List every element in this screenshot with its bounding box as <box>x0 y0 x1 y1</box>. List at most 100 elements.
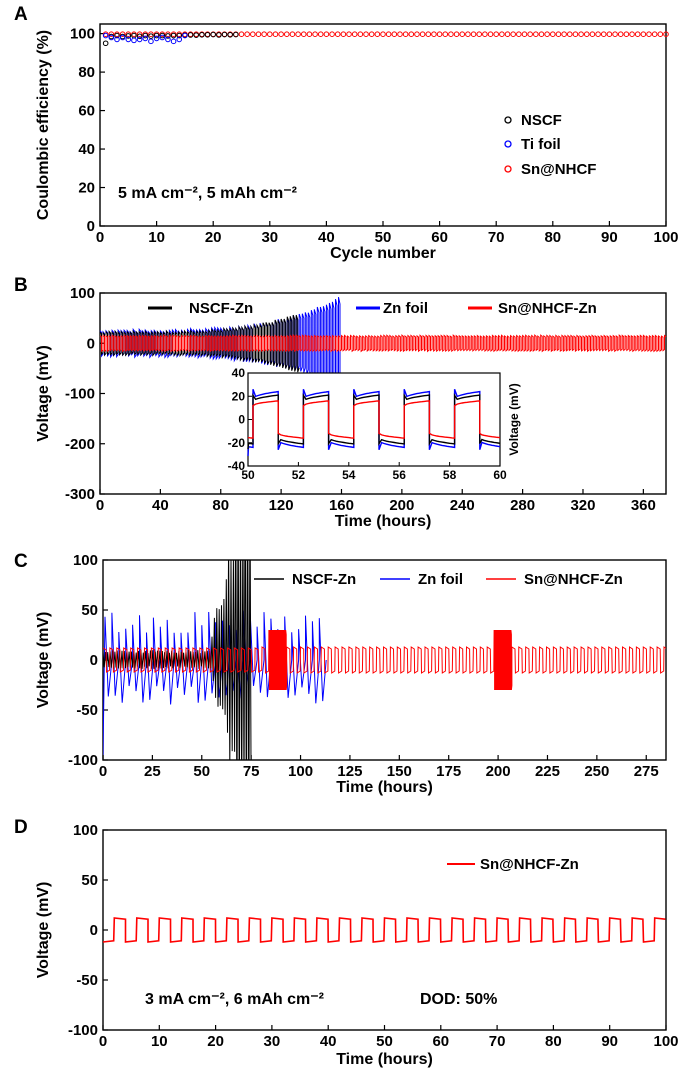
x-tick-label: 225 <box>535 763 560 780</box>
x-tick-label: 150 <box>387 763 412 780</box>
data-point-nscf <box>102 40 109 47</box>
panel-letter: A <box>14 4 28 25</box>
y-tick-label: 0 <box>90 922 98 939</box>
data-point-sn-nhcf <box>583 31 590 37</box>
inset-y-tick-label: -20 <box>228 436 246 450</box>
data-point-sn-nhcf <box>544 31 550 37</box>
y-tick-label: 100 <box>70 285 95 302</box>
legend-marker <box>504 165 512 173</box>
x-tick-label: 70 <box>489 1033 506 1050</box>
panel-letter: B <box>14 275 28 296</box>
data-point-sn-nhcf <box>493 31 500 37</box>
data-point-ti-foil <box>153 35 160 42</box>
x-tick-label: 80 <box>544 229 561 246</box>
data-point-sn-nhcf <box>312 31 318 37</box>
data-point-sn-nhcf <box>255 31 262 37</box>
legend-label: Sn@NHCF-Zn <box>480 856 579 873</box>
data-point-nscf <box>176 32 183 39</box>
y-tick-label: 0 <box>90 652 98 669</box>
y-tick-label: -200 <box>65 436 95 453</box>
legend-label: Sn@NHCF-Zn <box>498 300 597 317</box>
data-point-sn-nhcf <box>414 31 420 37</box>
data-point-sn-nhcf <box>646 31 652 37</box>
data-point-ti-foil <box>142 35 149 42</box>
x-tick-label: 40 <box>318 229 335 246</box>
legend-label: Sn@NHCF-Zn <box>524 571 623 588</box>
x-axis-label: Time (hours) <box>336 1051 433 1068</box>
data-point-sn-nhcf <box>125 31 132 37</box>
x-tick-label: 100 <box>653 229 678 246</box>
y-tick-label: 40 <box>78 141 95 158</box>
data-point-nscf <box>187 32 194 38</box>
data-point-sn-nhcf <box>617 31 624 37</box>
y-tick-label: 50 <box>81 602 98 619</box>
y-tick-label: 100 <box>73 822 98 839</box>
inset-x-tick-label: 50 <box>241 468 255 482</box>
data-point-sn-nhcf <box>317 31 324 37</box>
data-point-nscf <box>142 32 149 39</box>
sn-nhcf-zn-trace <box>99 334 667 353</box>
data-point-nscf <box>199 31 205 38</box>
data-point-sn-nhcf <box>612 31 618 37</box>
x-tick-label: 50 <box>376 1033 393 1050</box>
panel-b: B0 40 80 120 160 200 240 280 320 360-300-200-1000… <box>14 275 667 530</box>
inset-x-tick-label: 56 <box>393 468 407 482</box>
x-tick-label: 10 <box>151 1033 168 1050</box>
sn-nhcf-zn-trace <box>103 629 666 691</box>
data-point-nscf <box>165 33 171 39</box>
data-point-sn-nhcf <box>261 31 267 37</box>
data-point-ti-foil <box>114 36 120 43</box>
x-tick-label: 10 <box>148 229 165 246</box>
data-point-sn-nhcf <box>521 31 528 37</box>
data-point-sn-nhcf <box>272 31 279 37</box>
data-point-sn-nhcf <box>629 31 635 37</box>
data-point-sn-nhcf <box>108 31 115 37</box>
inset-nscf-zn-trace <box>247 393 501 450</box>
inset-y-tick-label: 20 <box>232 389 246 403</box>
x-tick-label: 70 <box>488 229 505 246</box>
data-point-sn-nhcf <box>504 31 511 37</box>
x-tick-label: 40 <box>152 497 169 514</box>
data-point-nscf <box>233 31 239 38</box>
data-point-sn-nhcf <box>465 31 471 37</box>
x-tick-label: 160 <box>329 497 354 514</box>
data-point-sn-nhcf <box>340 31 347 37</box>
legend-label: Zn foil <box>418 571 463 588</box>
data-point-sn-nhcf <box>165 31 171 37</box>
data-point-sn-nhcf <box>431 31 437 37</box>
y-tick-label: -100 <box>68 752 98 769</box>
data-point-sn-nhcf <box>566 31 573 37</box>
data-point-sn-nhcf <box>391 31 398 37</box>
data-point-sn-nhcf <box>300 31 307 37</box>
data-point-nscf <box>136 33 143 40</box>
data-point-sn-nhcf <box>657 31 664 37</box>
data-point-sn-nhcf <box>323 31 330 37</box>
y-axis-label: Voltage (mV) <box>35 882 52 979</box>
inset-x-tick-label: 58 <box>443 468 457 482</box>
data-point-sn-nhcf <box>357 31 364 37</box>
data-point-ti-foil <box>159 34 166 41</box>
y-tick-label: -50 <box>76 702 98 719</box>
x-tick-label: 50 <box>375 229 392 246</box>
panel-letter: D <box>14 817 28 838</box>
panel-c: C 0 25 50 75 100 125 150 175 200 225 250 275 -100 -50 0… <box>14 551 667 796</box>
data-point-sn-nhcf <box>278 31 284 37</box>
data-point-sn-nhcf <box>334 31 341 37</box>
data-point-sn-nhcf <box>510 31 516 37</box>
data-point-nscf <box>153 32 160 39</box>
data-point-sn-nhcf <box>595 31 601 37</box>
data-point-sn-nhcf <box>419 31 426 37</box>
x-tick-label: 360 <box>631 497 656 514</box>
y-tick-label: 100 <box>70 26 95 43</box>
data-point-ti-foil <box>102 32 109 39</box>
y-tick-label: 20 <box>78 180 95 197</box>
data-point-sn-nhcf <box>442 31 449 37</box>
legend-label: Zn foil <box>383 300 428 317</box>
y-tick-label: 100 <box>73 552 98 569</box>
data-point-sn-nhcf <box>550 31 556 37</box>
condition-annotation: 5 mA cm⁻², 5 mAh cm⁻² <box>118 185 297 202</box>
data-point-sn-nhcf <box>402 31 409 37</box>
x-tick-label: 0 <box>96 497 104 514</box>
data-point-sn-nhcf <box>533 31 539 37</box>
legend-label: Sn@NHCF <box>521 161 596 178</box>
